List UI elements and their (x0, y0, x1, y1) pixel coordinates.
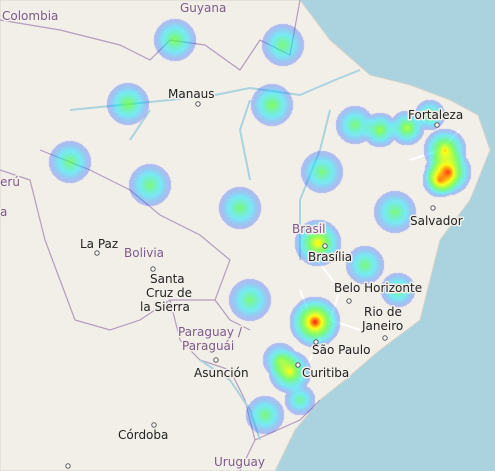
label-asuncion: Asunción (194, 366, 249, 380)
label-curitiba: Curitiba (302, 366, 349, 380)
marker-asuncion (213, 357, 219, 363)
label-uruguay: Uruguay (214, 455, 265, 469)
label-bolivia: Bolivia (124, 246, 164, 260)
label-edge-a: a (0, 205, 7, 219)
label-rio-1: Rio de (364, 305, 402, 319)
label-santa-cruz-3: la Sierra (140, 300, 190, 314)
label-peru: erú (0, 175, 20, 189)
marker-la-paz (94, 250, 100, 256)
marker-curitiba (295, 362, 301, 368)
label-fortaleza: Fortaleza (408, 108, 463, 122)
label-santa-cruz-1: Santa (150, 272, 185, 286)
label-salvador: Salvador (410, 214, 463, 228)
label-brasilia: Brasília (308, 250, 352, 264)
label-brasil: Brasil (292, 222, 325, 236)
label-santa-cruz-2: Cruz de (146, 286, 192, 300)
marker-bottom-left (65, 463, 71, 469)
marker-salvador (430, 205, 436, 211)
label-colombia: Colombia (2, 9, 58, 23)
label-cordoba: Córdoba (118, 428, 168, 442)
label-guyana: Guyana (180, 1, 226, 15)
marker-rio (382, 335, 388, 341)
city-markers (65, 101, 440, 469)
marker-brasilia (322, 243, 328, 249)
label-belo-horizonte: Belo Horizonte (334, 281, 422, 295)
label-manaus: Manaus (168, 87, 215, 101)
marker-sao-paulo (313, 339, 319, 345)
marker-cordoba (151, 422, 157, 428)
marker-fortaleza (434, 122, 440, 128)
label-la-paz: La Paz (80, 237, 118, 251)
label-sao-paulo: São Paulo (312, 343, 370, 357)
marker-belo-horizonte (346, 298, 352, 304)
marker-manaus (195, 101, 201, 107)
label-paraguay-1: Paraguay / (178, 325, 243, 339)
marker-santa-cruz (150, 266, 156, 272)
label-paraguay-2: Paraguái (182, 339, 234, 353)
label-rio-2: Janeiro (361, 319, 403, 333)
